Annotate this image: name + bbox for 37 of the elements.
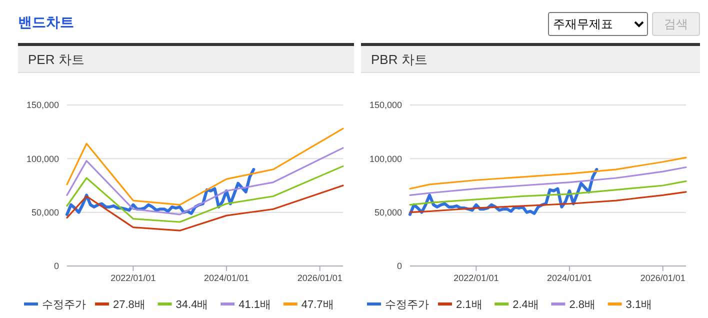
y-tick-label: 150,000 <box>369 100 402 110</box>
legend-label: 47.7배 <box>301 298 334 311</box>
legend-label: 2.4배 <box>512 298 539 311</box>
y-tick-label: 50,000 <box>374 207 402 218</box>
line-series <box>66 147 344 216</box>
line-series <box>409 156 687 190</box>
text: 주재무제표 <box>548 12 648 36</box>
x-tick-label: 2026/01/01 <box>297 273 342 283</box>
legend-label: 27.8배 <box>113 298 146 311</box>
line-series <box>409 191 687 214</box>
text: 밴드차트 <box>18 14 74 32</box>
x-tick-label: 2022/01/01 <box>454 273 499 283</box>
x-tick-label: 2024/01/01 <box>204 273 249 283</box>
line-series <box>409 180 687 206</box>
y-tick-label: 0 <box>54 261 59 272</box>
y-tick-label: 100,000 <box>369 154 402 164</box>
legend-label: 34.4배 <box>176 298 208 311</box>
chart-title: PER 차트 <box>18 43 354 73</box>
text: 검색 <box>652 12 700 36</box>
line-series <box>409 166 687 196</box>
legend-label: 3.1배 <box>626 298 652 311</box>
y-tick-label: 150,000 <box>26 100 59 110</box>
legend-label: 41.1배 <box>238 298 272 311</box>
line-series <box>66 184 344 232</box>
line-series <box>66 128 344 206</box>
line-series <box>66 165 344 223</box>
chart-title: PBR 차트 <box>361 43 700 73</box>
legend-label: 수정주가 <box>385 298 429 311</box>
legend-label: 수정주가 <box>42 298 86 311</box>
legend-label: 2.8배 <box>569 298 596 311</box>
x-tick-label: 2026/01/01 <box>640 273 686 283</box>
y-tick-label: 100,000 <box>26 154 59 164</box>
legend-label: 2.1배 <box>456 298 482 311</box>
x-tick-label: 2024/01/01 <box>546 273 592 283</box>
y-tick-label: 50,000 <box>31 207 59 218</box>
x-tick-label: 2022/01/01 <box>110 273 156 283</box>
y-tick-label: 0 <box>396 261 402 272</box>
